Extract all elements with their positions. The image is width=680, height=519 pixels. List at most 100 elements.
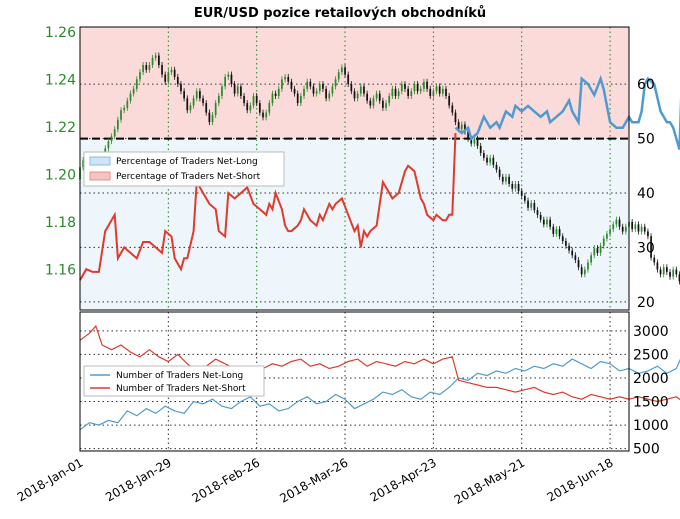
candle-135 [505,176,507,182]
candle-136 [508,176,510,184]
percent-axis-ticks: 20 30 40 50 60 [637,77,655,311]
candle-116 [445,88,447,96]
candle-190 [678,274,680,282]
candle-92 [369,100,372,106]
date-tick-2: 2018-Feb-26 [190,455,263,505]
price-tick-3: 1.22 [45,120,76,136]
price-tick-2: 1.20 [45,167,76,183]
candle-100 [394,88,397,96]
candle-186 [665,267,668,272]
candle-172 [621,226,624,232]
candle-42 [211,114,214,123]
candle-182 [653,257,656,263]
candle-76 [318,84,321,92]
candle-171 [618,219,621,227]
legend-label-net-long: Percentage of Traders Net-Long [116,157,258,167]
candle-156 [571,250,574,256]
candle-185 [662,267,665,275]
count-tick-1: 1000 [633,418,669,434]
candle-21 [145,65,148,70]
percent-tick-2: 40 [637,186,655,202]
candle-88 [356,93,359,99]
candle-55 [252,95,255,106]
candle-159 [580,267,583,275]
date-tick-3: 2018-Mar-26 [277,455,350,505]
candle-63 [277,88,280,96]
price-tick-5: 1.26 [45,25,76,41]
candle-181 [650,236,652,258]
candle-43 [214,103,217,115]
candle-154 [565,241,567,246]
candle-142 [527,200,529,208]
candle-34 [186,98,189,111]
candle-162 [590,255,593,263]
candle-165 [599,245,602,253]
candle-94 [375,93,378,99]
candle-71 [303,88,305,96]
candle-13 [120,110,122,120]
series-net-long-percent [454,74,680,150]
candle-65 [284,76,286,80]
candle-102 [400,84,403,92]
net-short-zone [80,27,629,139]
candle-36 [192,98,195,106]
candle-32 [180,84,182,92]
price-tick-0: 1.16 [45,263,76,279]
candle-157 [574,255,577,261]
candle-161 [587,262,589,270]
candle-139 [517,183,520,192]
legend-label-count-short: Number of Traders Net-Short [116,384,246,394]
candle-68 [293,88,296,94]
candle-81 [334,79,337,87]
price-tick-1: 1.18 [45,215,76,231]
candle-45 [221,86,223,96]
candle-70 [299,95,302,104]
candle-140 [520,191,523,196]
candle-87 [353,91,356,99]
candle-39 [202,98,204,104]
candle-105 [410,91,413,96]
candle-151 [555,229,558,234]
candle-1 [82,160,85,168]
candle-77 [322,84,324,89]
candle-147 [542,219,545,225]
candle-120 [457,122,460,130]
candle-132 [495,164,498,170]
series-net-short-percent [79,133,457,281]
candle-90 [363,86,365,94]
candle-46 [224,76,227,87]
candle-16 [129,93,132,101]
upper-panel: 1.16 1.18 1.20 1.22 1.24 1.26 20 30 40 50 60 Perc… [45,25,680,311]
upper-legend-box [83,151,285,187]
price-candles [79,52,680,285]
percent-tick-0: 20 [637,295,655,311]
candle-146 [539,214,542,220]
candle-84 [344,67,346,75]
candle-50 [236,86,239,94]
candle-111 [429,88,432,96]
candle-40 [205,103,208,113]
series-number-net-long [79,358,680,431]
candle-10 [110,136,113,142]
candle-74 [312,86,315,94]
candle-19 [139,72,141,80]
candle-29 [170,69,173,73]
candle-98 [388,95,391,104]
candle-38 [199,91,201,99]
candle-173 [624,226,627,232]
date-tick-5: 2018-May-21 [452,455,527,507]
candle-44 [217,95,220,104]
candle-37 [195,91,198,99]
candle-35 [189,105,192,111]
lower-legend: Number of Traders Net-Long Number of Tra… [83,365,265,397]
candle-23 [151,57,154,66]
candle-12 [116,119,119,130]
candle-118 [451,105,454,113]
candle-28 [167,72,170,82]
candle-78 [325,88,327,99]
count-tick-0: 500 [633,442,660,458]
price-axis-ticks: 1.16 1.18 1.20 1.22 1.24 1.26 [45,25,76,279]
candle-115 [441,88,444,94]
candle-177 [637,224,640,232]
candle-163 [593,248,596,256]
